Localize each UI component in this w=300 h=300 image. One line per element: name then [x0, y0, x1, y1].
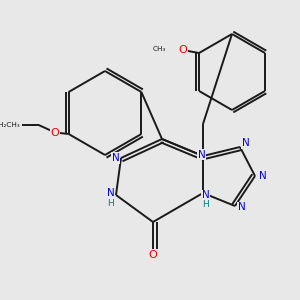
Text: O: O — [178, 45, 187, 55]
Text: N: N — [202, 190, 209, 200]
Text: H: H — [107, 199, 114, 208]
Text: N: N — [238, 202, 245, 212]
Text: N: N — [112, 153, 119, 163]
Text: H: H — [202, 200, 209, 209]
Text: N: N — [259, 171, 266, 181]
Text: N: N — [242, 138, 249, 148]
Text: O: O — [148, 250, 158, 260]
Text: CH₃: CH₃ — [153, 46, 166, 52]
Text: N: N — [107, 188, 115, 199]
Text: N: N — [198, 149, 206, 160]
Text: O: O — [51, 128, 59, 137]
Text: CH₂CH₃: CH₂CH₃ — [0, 122, 21, 128]
